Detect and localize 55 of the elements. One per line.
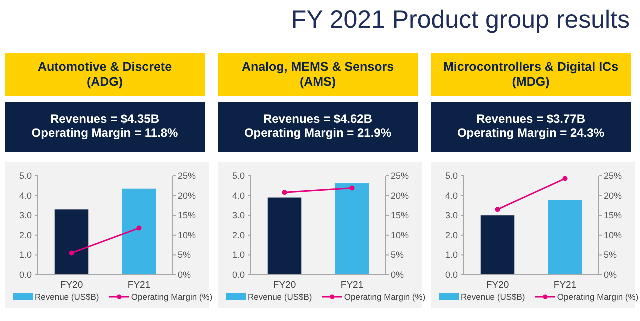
y-tick-label: 2.0 bbox=[445, 230, 458, 240]
y2-tick-label: 10% bbox=[178, 230, 196, 240]
y-tick-label: 2.0 bbox=[232, 230, 245, 240]
y2-tick-label: 15% bbox=[391, 210, 410, 221]
chart-title: Automotive & Discrete (ADG) bbox=[38, 60, 172, 89]
legend-label: Revenue (US$B) bbox=[248, 292, 312, 302]
x-tick-label: FY21 bbox=[554, 280, 577, 291]
legend-label: Revenue (US$B) bbox=[461, 292, 526, 302]
chart-title: Microcontrollers & Digital ICs (MDG) bbox=[443, 60, 619, 89]
chart-subtitle: Revenues = $3.77B Operating Margin = 24.3% bbox=[457, 112, 605, 140]
y2-tick-label: 0% bbox=[178, 270, 192, 280]
y-tick-label: 2.0 bbox=[19, 230, 32, 240]
legend-label: Revenue (US$B) bbox=[35, 292, 100, 302]
y-tick-label: 3.0 bbox=[19, 210, 32, 221]
chart-title: Analog, MEMS & Sensors (AMS) bbox=[242, 60, 394, 89]
x-tick-label: FY20 bbox=[273, 280, 296, 291]
y2-tick-label: 0% bbox=[604, 270, 618, 280]
x-tick-label: FY20 bbox=[486, 280, 510, 291]
x-tick-label: FY21 bbox=[128, 280, 151, 291]
y2-tick-label: 20% bbox=[178, 190, 196, 201]
text: FY 2021 Product group results bbox=[291, 6, 630, 34]
y2-tick-label: 10% bbox=[391, 230, 410, 240]
y-tick-label: 5.0 bbox=[445, 171, 458, 181]
x-tick-label: FY21 bbox=[340, 280, 364, 291]
y2-tick-label: 25% bbox=[391, 171, 410, 181]
y2-tick-label: 0% bbox=[391, 270, 404, 280]
y-tick-label: 4.0 bbox=[445, 190, 458, 201]
y-tick-label: 3.0 bbox=[232, 210, 245, 221]
y-tick-label: 0.0 bbox=[19, 270, 32, 280]
y2-tick-label: 15% bbox=[178, 210, 196, 221]
legend-label: Operating Margin (%) bbox=[131, 292, 213, 302]
y2-tick-label: 5% bbox=[604, 250, 618, 260]
y-tick-label: 1.0 bbox=[232, 250, 245, 260]
y-tick-label: 4.0 bbox=[232, 190, 245, 201]
y-tick-label: 0.0 bbox=[232, 270, 245, 280]
y2-tick-label: 5% bbox=[178, 250, 192, 260]
y2-tick-label: 25% bbox=[178, 171, 196, 181]
y-tick-label: 4.0 bbox=[19, 190, 32, 201]
chart-subtitle: Revenues = $4.35B Operating Margin = 11.8% bbox=[32, 112, 179, 140]
y2-tick-label: 20% bbox=[391, 190, 410, 201]
x-tick-label: FY20 bbox=[60, 280, 84, 291]
y-tick-label: 0.0 bbox=[445, 270, 458, 280]
y2-tick-label: 5% bbox=[391, 250, 404, 260]
y2-tick-label: 20% bbox=[604, 190, 622, 201]
y-tick-label: 1.0 bbox=[19, 250, 32, 260]
y2-tick-label: 10% bbox=[604, 230, 622, 240]
legend-label: Operating Margin (%) bbox=[557, 292, 639, 302]
y-tick-label: 3.0 bbox=[445, 210, 458, 221]
y-tick-label: 1.0 bbox=[445, 250, 458, 260]
y2-tick-label: 15% bbox=[604, 210, 622, 221]
chart-subtitle: Revenues = $4.62B Operating Margin = 21.9% bbox=[244, 112, 392, 140]
y-tick-label: 5.0 bbox=[19, 171, 32, 181]
y-tick-label: 5.0 bbox=[232, 171, 245, 181]
legend-label: Operating Margin (%) bbox=[344, 292, 426, 302]
y2-tick-label: 25% bbox=[604, 171, 622, 181]
